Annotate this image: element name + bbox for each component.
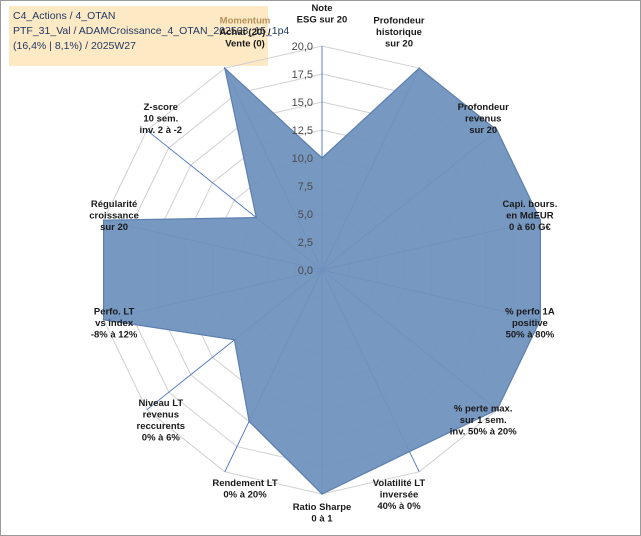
axis-label-line: Note <box>311 3 332 14</box>
axis-label-line: Profondeur <box>373 16 424 27</box>
series-point <box>418 67 421 69</box>
radar-series <box>102 66 542 495</box>
axis-label-line: 0 à 60 G€ <box>509 222 551 233</box>
series-point <box>321 493 323 495</box>
axis-label-line: Z-score <box>144 102 178 113</box>
axis-labels: Note ESG sur 20 Profondeur historique sur 20… <box>89 3 557 525</box>
series-point <box>539 319 542 321</box>
axis-label-line: 0% à 20% <box>223 490 267 501</box>
series-point <box>496 129 498 132</box>
axis-label-line: croissance <box>89 210 139 221</box>
axis-label-line: 10 sem. <box>143 113 178 124</box>
axis-label-line: vs index <box>95 318 134 329</box>
axis-label-line: 50% à 80% <box>506 330 555 341</box>
axis-label: Rendement LT 0% à 20% <box>212 478 277 501</box>
axis-label: % perte max. sur 1 sem. inv. 50% à 20% <box>450 404 517 438</box>
series-point <box>233 339 236 341</box>
axis-label-line: en MdEUR <box>506 210 554 221</box>
series-point <box>248 420 250 423</box>
series-point <box>224 67 226 69</box>
axis-label-line: 0 à 1 <box>311 514 333 525</box>
axis-label-line: Vente (0) <box>225 39 265 50</box>
axis-label-line: Niveau LT <box>138 398 183 409</box>
axis-label-line: 0% à 6% <box>142 432 181 443</box>
axis-label: Volatilité LT inversée 40% à 0% <box>373 478 426 512</box>
axis-label: Ratio Sharpe 0 à 1 <box>293 502 352 525</box>
axis-label-line: Perfo. LT <box>94 307 135 318</box>
axis-label-line: Rendement LT <box>212 478 277 489</box>
axis-label-line: reccurents <box>137 421 186 432</box>
axis-label-line: inv. 50% à 20% <box>450 427 517 438</box>
radial-tick-label: 0,0 <box>298 265 313 277</box>
axis-label: Niveau LT revenus reccurents 0% à 6% <box>137 398 186 444</box>
axis-label: Profondeur revenus sur 20 <box>458 102 509 136</box>
axis-label-line: sur 1 sem. <box>460 415 507 426</box>
axis-label-line: Capi. bours. <box>502 199 557 210</box>
series-point <box>496 408 498 411</box>
axis-label: Régularité croissance sur 20 <box>89 199 139 233</box>
info-line-2: PTF_31_Val / ADAMCroissance_4_OTAN_20250… <box>13 25 290 37</box>
axis-label: % perfo 1A positive 50% à 80% <box>505 307 555 341</box>
radial-tick-label: 10,0 <box>292 153 313 165</box>
axis-label-line: Achat (20) / <box>219 27 271 38</box>
axis-label-line: Momentum <box>220 16 271 27</box>
axis-label-line: historique <box>376 27 422 38</box>
series-point <box>102 319 105 321</box>
axis-label-line: ESG sur 20 <box>297 15 348 26</box>
info-line-1: C4_Actions / 4_OTAN <box>13 10 116 22</box>
axis-label-line: % perfo 1A <box>505 307 555 318</box>
axis-label-line: Profondeur <box>458 102 509 113</box>
radial-tick-label: 7,5 <box>298 181 313 193</box>
axis-label: Capi. bours. en MdEUR 0 à 60 G€ <box>502 199 557 233</box>
radial-tick-label: 12,5 <box>292 125 313 137</box>
radial-tick-labels: 0,0 2,5 5,0 7,5 10,0 12,5 15,0 17,5 20,0 <box>292 41 313 277</box>
series-point <box>539 219 542 221</box>
axis-label-line: Volatilité LT <box>373 478 426 489</box>
axis-label-line: sur 20 <box>469 125 497 136</box>
axis-label-line: revenus <box>465 113 501 124</box>
radial-tick-label: 5,0 <box>298 209 313 221</box>
axis-label: Note ESG sur 20 <box>297 3 348 26</box>
series-point <box>102 219 105 221</box>
radial-tick-label: 17,5 <box>292 69 313 81</box>
axis-label-line: -8% à 12% <box>91 330 138 341</box>
axis-label-line: Régularité <box>91 199 137 210</box>
axis-label: Z-score 10 sem. inv. 2 à -2 <box>140 102 183 136</box>
axis-label-line: revenus <box>143 409 179 420</box>
axis-label-line: % perte max. <box>454 404 513 415</box>
axis-label-line: inversée <box>380 490 419 501</box>
radial-tick-label: 2,5 <box>298 237 313 249</box>
axis-label-line: inv. 2 à -2 <box>140 125 183 136</box>
info-line-3: (16,4% | 8,1%) / 2025W27 <box>13 40 136 52</box>
axis-label-line: positive <box>512 318 548 329</box>
series-point <box>255 216 258 219</box>
series-point <box>321 157 323 159</box>
axis-label: Perfo. LT vs index -8% à 12% <box>91 307 138 341</box>
radial-tick-label: 15,0 <box>292 97 313 109</box>
axis-label-line: Ratio Sharpe <box>293 502 352 513</box>
radial-tick-label: 20,0 <box>292 41 313 53</box>
axis-label-line: 40% à 0% <box>377 501 421 512</box>
axis-label-line: sur 20 <box>100 222 128 233</box>
series-point <box>408 450 411 453</box>
axis-label-line: sur 20 <box>385 39 413 50</box>
axis-label: Profondeur historique sur 20 <box>373 16 424 50</box>
portfolio-info-box: C4_Actions / 4_OTAN PTF_31_Val / ADAMCro… <box>9 6 290 66</box>
axis-label: Momentum Achat (20) / Vente (0) <box>219 16 271 50</box>
